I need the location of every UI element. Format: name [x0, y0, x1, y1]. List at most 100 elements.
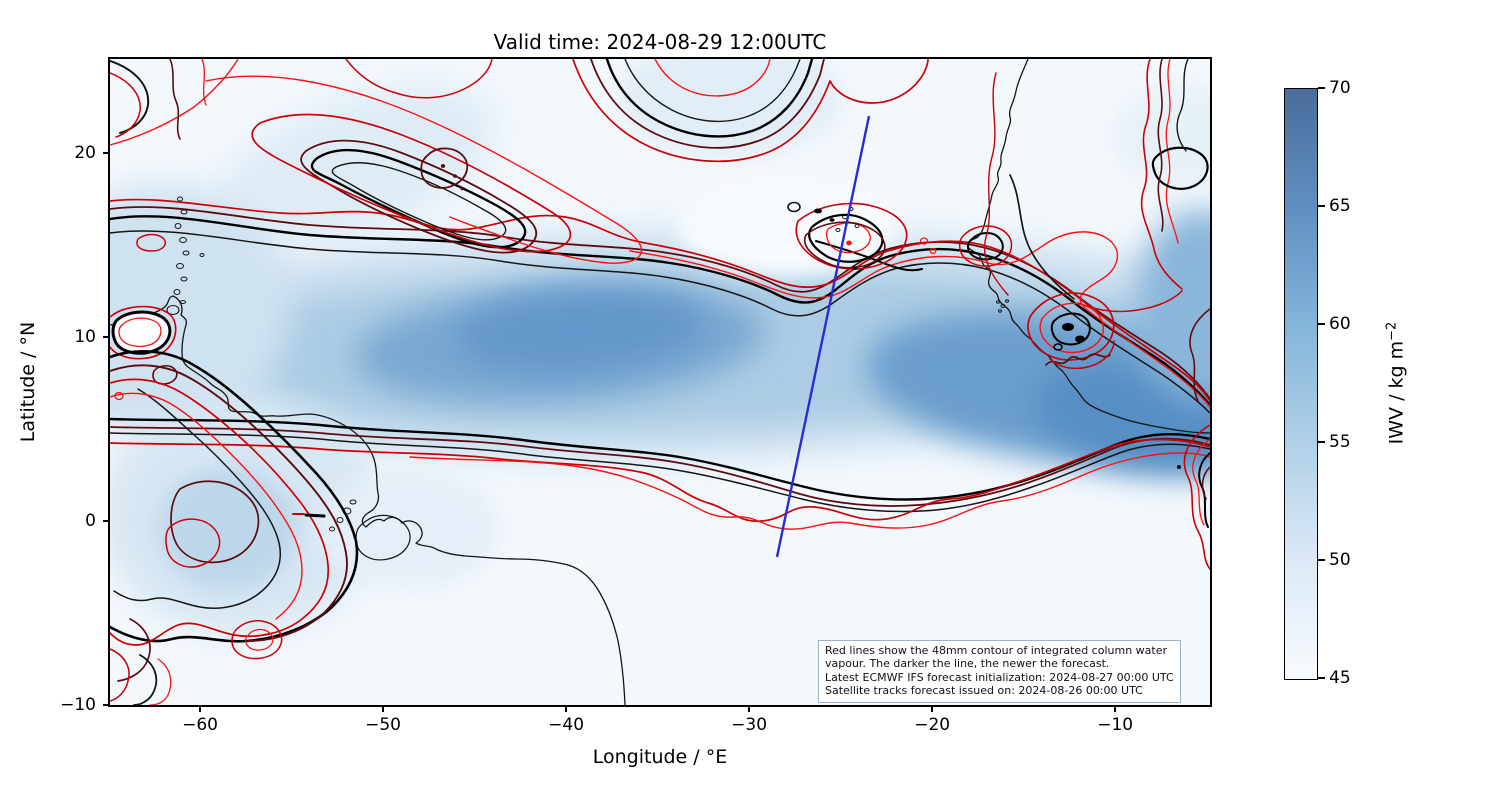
- iwv-48mm-contour: [929, 247, 937, 255]
- coastline-path: [998, 309, 1002, 313]
- colorbar-tick-mark: [1318, 677, 1325, 679]
- iwv-48mm-contour: [201, 59, 207, 106]
- iwv-48mm-contour: [814, 208, 822, 214]
- coastline-path: [199, 253, 205, 257]
- iwv-48mm-contour: [590, 59, 825, 149]
- colorbar-label-text: IWV / kg m: [1385, 340, 1408, 445]
- iwv-48mm-contour: [113, 388, 282, 609]
- iwv-field-blob: [618, 59, 842, 157]
- iwv-48mm-contour: [1053, 343, 1063, 351]
- x-tick-label: −60: [182, 715, 218, 735]
- iwv-48mm-contour: [110, 364, 348, 642]
- contours-layer: [110, 59, 1210, 705]
- iwv-48mm-contour: [846, 240, 852, 246]
- coastlines-layer: [110, 59, 1210, 705]
- figure-title: Valid time: 2024-08-29 12:00UTC: [493, 30, 827, 54]
- iwv-48mm-contour: [331, 162, 507, 241]
- iwv-48mm-contour: [852, 266, 858, 270]
- iwv-48mm-contour: [409, 452, 1210, 530]
- coastline-path: [182, 250, 190, 256]
- iwv-48mm-contour: [1009, 174, 1075, 300]
- iwv-48mm-contour: [919, 237, 929, 245]
- iwv-48mm-contour: [114, 391, 124, 401]
- iwv-48mm-contour: [1201, 466, 1210, 500]
- iwv-48mm-contour: [787, 201, 801, 213]
- coastline-path: [355, 514, 411, 561]
- iwv-48mm-contour: [165, 518, 221, 568]
- iwv-48mm-contour: [345, 59, 493, 99]
- iwv-48mm-contour: [803, 221, 886, 269]
- iwv-48mm-contour: [245, 628, 274, 651]
- iwv-48mm-contour: [1075, 335, 1085, 343]
- y-tick-mark: [103, 520, 110, 522]
- iwv-48mm-contour: [1077, 290, 1183, 313]
- iwv-48mm-contour: [1151, 146, 1209, 190]
- y-tick-label: 20: [74, 142, 96, 163]
- iwv-48mm-contour: [133, 654, 158, 705]
- x-tick-label: −50: [365, 715, 402, 735]
- iwv-48mm-contour: [1192, 438, 1210, 526]
- colorbar-tick-label: 50: [1329, 550, 1351, 570]
- y-tick-label: −10: [60, 695, 96, 715]
- iwv-field-blob: [1115, 85, 1210, 189]
- iwv-48mm-contour: [1140, 59, 1183, 290]
- iwv-48mm-contour: [110, 72, 141, 138]
- coastline-path: [180, 276, 188, 282]
- iwv-48mm-contour: [110, 230, 1210, 414]
- colorbar-tick-mark: [1318, 87, 1325, 89]
- iwv-48mm-contour: [110, 438, 1210, 522]
- iwv-48mm-contour: [1176, 59, 1189, 152]
- iwv-48mm-contour: [110, 392, 303, 620]
- coastline-path: [174, 223, 182, 229]
- coastline-path: [329, 526, 335, 532]
- iwv-48mm-contour: [654, 59, 771, 97]
- iwv-48mm-contour: [118, 317, 162, 348]
- iwv-48mm-contour: [1027, 292, 1115, 361]
- y-axis-label: Latitude / °N: [17, 321, 39, 443]
- colorbar-tick-label: 70: [1329, 78, 1351, 98]
- coastline-path: [1000, 304, 1006, 308]
- iwv-48mm-contour: [795, 202, 908, 270]
- iwv-48mm-contour: [169, 59, 181, 140]
- x-tick-mark: [382, 705, 384, 712]
- y-tick-mark: [103, 336, 110, 338]
- x-tick-mark: [565, 705, 567, 712]
- iwv-field-blob: [320, 469, 500, 589]
- x-tick-label: −10: [1097, 715, 1134, 735]
- iwv-48mm-contour: [1045, 353, 1111, 366]
- coastline-path: [835, 228, 841, 232]
- coastline-path: [166, 304, 180, 316]
- iwv-48mm-contour: [967, 232, 1004, 261]
- y-tick-label: 0: [85, 510, 96, 531]
- caption-box: Red lines show the 48mm contour of integ…: [818, 640, 1181, 703]
- iwv-field-blob: [110, 184, 290, 434]
- coastline-path: [177, 196, 183, 202]
- iwv-48mm-contour: [152, 364, 178, 385]
- coastline-path: [176, 263, 184, 269]
- coastline-path: [180, 300, 186, 304]
- colorbar-label-exponent: −2: [1384, 321, 1400, 341]
- iwv-48mm-contour: [110, 59, 239, 146]
- x-tick-label: −30: [731, 715, 768, 735]
- iwv-field-blob: [158, 467, 298, 591]
- y-tick-label: 10: [74, 326, 96, 347]
- iwv-48mm-contour: [110, 648, 130, 702]
- x-tick-mark: [1114, 705, 1116, 712]
- caption-text: Red lines show the 48mm contour of integ…: [825, 644, 1174, 698]
- iwv-48mm-contour: [1039, 302, 1104, 354]
- coastline-path: [966, 59, 1210, 434]
- map-plot-area: Red lines show the 48mm contour of integ…: [108, 57, 1212, 707]
- coastline-path: [179, 237, 187, 243]
- iwv-48mm-contour: [1049, 340, 1115, 370]
- colorbar-tick-mark: [1318, 441, 1325, 443]
- iwv-48mm-contour: [420, 147, 469, 189]
- iwv-48mm-contour: [136, 233, 166, 252]
- colorbar-tick-mark: [1318, 559, 1325, 561]
- iwv-48mm-contour: [460, 187, 464, 191]
- iwv-48mm-contour: [205, 75, 643, 264]
- iwv-48mm-contour: [1177, 465, 1181, 469]
- colorbar-tick-label: 60: [1329, 314, 1351, 334]
- x-tick-label: −20: [914, 715, 951, 735]
- iwv-48mm-contour: [440, 164, 446, 168]
